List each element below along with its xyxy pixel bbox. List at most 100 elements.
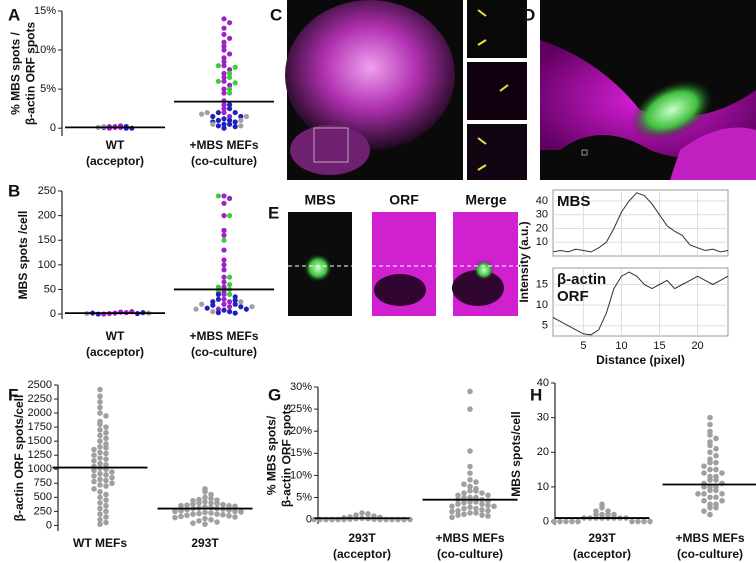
data-point — [491, 503, 497, 510]
data-point — [227, 309, 233, 315]
data-point — [221, 121, 227, 127]
data-point — [227, 213, 233, 219]
data-point — [221, 262, 227, 268]
y-tick-label: 2250 — [28, 393, 52, 405]
data-point — [103, 519, 109, 526]
data-point — [243, 306, 249, 312]
y-tick-label: 25% — [290, 403, 312, 415]
data-point — [243, 113, 249, 120]
data-point — [473, 488, 479, 494]
y-tick-label: 50 — [44, 283, 56, 295]
data-point — [103, 435, 109, 442]
data-point — [184, 502, 190, 508]
y-tick-label: 5% — [296, 491, 312, 503]
data-point — [473, 505, 479, 512]
data-point — [707, 421, 713, 428]
image-label: ORF — [389, 192, 419, 208]
data-point — [190, 511, 196, 517]
data-point — [91, 452, 97, 458]
y-axis-label: β-actin ORF spots — [280, 404, 294, 508]
data-point — [199, 301, 205, 307]
data-point — [479, 512, 485, 518]
category-sublabel: (acceptor) — [86, 154, 144, 168]
data-point — [467, 388, 473, 395]
data-point — [221, 78, 227, 84]
x-tick-label: 20 — [691, 340, 703, 352]
data-point — [193, 306, 199, 312]
data-point — [91, 467, 97, 474]
data-point — [208, 510, 214, 516]
x-tick-label: 15 — [653, 340, 665, 352]
data-point — [221, 193, 227, 199]
data-point — [249, 304, 255, 310]
data-point — [103, 413, 109, 419]
data-point — [707, 477, 713, 483]
data-point — [103, 450, 109, 457]
data-point — [103, 424, 109, 430]
data-point — [221, 59, 227, 65]
y-tick-label: 30 — [536, 209, 548, 221]
data-point — [202, 488, 208, 495]
data-point — [485, 513, 491, 519]
data-point — [232, 310, 238, 316]
data-point — [215, 310, 221, 316]
data-point — [719, 491, 725, 497]
data-point — [199, 111, 205, 117]
y-tick-label: 40 — [536, 195, 548, 207]
data-point — [232, 514, 238, 520]
category-label: +MBS MEFs — [189, 329, 258, 343]
data-point — [713, 494, 719, 501]
data-point — [196, 500, 202, 506]
category-sublabel: (acceptor) — [333, 547, 391, 561]
category-label: +MBS MEFs — [675, 531, 744, 545]
data-point — [575, 518, 581, 525]
data-point — [227, 102, 233, 108]
data-point — [215, 296, 221, 302]
data-point — [97, 488, 103, 495]
data-point — [647, 518, 653, 525]
data-point — [479, 507, 485, 513]
category-label: 293T — [348, 531, 376, 545]
data-point — [215, 63, 221, 69]
data-point — [701, 470, 707, 476]
panel-label: H — [530, 385, 542, 404]
data-point — [210, 309, 216, 315]
data-point — [569, 518, 575, 525]
data-point — [221, 39, 227, 45]
data-point — [701, 497, 707, 504]
data-point — [208, 491, 214, 498]
data-point — [227, 304, 233, 310]
data-point — [713, 466, 719, 473]
data-point — [91, 458, 97, 464]
category-label: 293T — [191, 536, 219, 550]
data-point — [220, 501, 226, 508]
panel-label: D — [523, 5, 535, 24]
data-point — [485, 507, 491, 514]
data-point — [210, 302, 216, 308]
category-sublabel: (co-culture) — [191, 345, 257, 359]
y-tick-label: 15% — [34, 5, 56, 17]
data-point — [485, 492, 491, 499]
data-point — [208, 516, 214, 523]
data-point — [91, 473, 97, 479]
data-point — [220, 511, 226, 518]
data-point — [103, 491, 109, 498]
data-point — [227, 195, 233, 201]
data-point — [208, 500, 214, 506]
data-point — [467, 406, 473, 412]
data-point — [91, 478, 97, 485]
data-point — [109, 474, 115, 481]
category-label: WT — [106, 138, 125, 152]
data-point — [91, 446, 97, 453]
y-tick-label: 750 — [34, 477, 52, 489]
data-point — [97, 482, 103, 488]
panel-label: E — [268, 203, 279, 222]
data-point — [232, 119, 238, 125]
data-point — [238, 509, 244, 515]
data-point — [707, 487, 713, 494]
data-point — [184, 512, 190, 519]
y-tick-label: 15 — [536, 278, 548, 290]
category-label: 293T — [588, 531, 616, 545]
data-point — [641, 518, 647, 525]
data-point — [227, 70, 233, 77]
